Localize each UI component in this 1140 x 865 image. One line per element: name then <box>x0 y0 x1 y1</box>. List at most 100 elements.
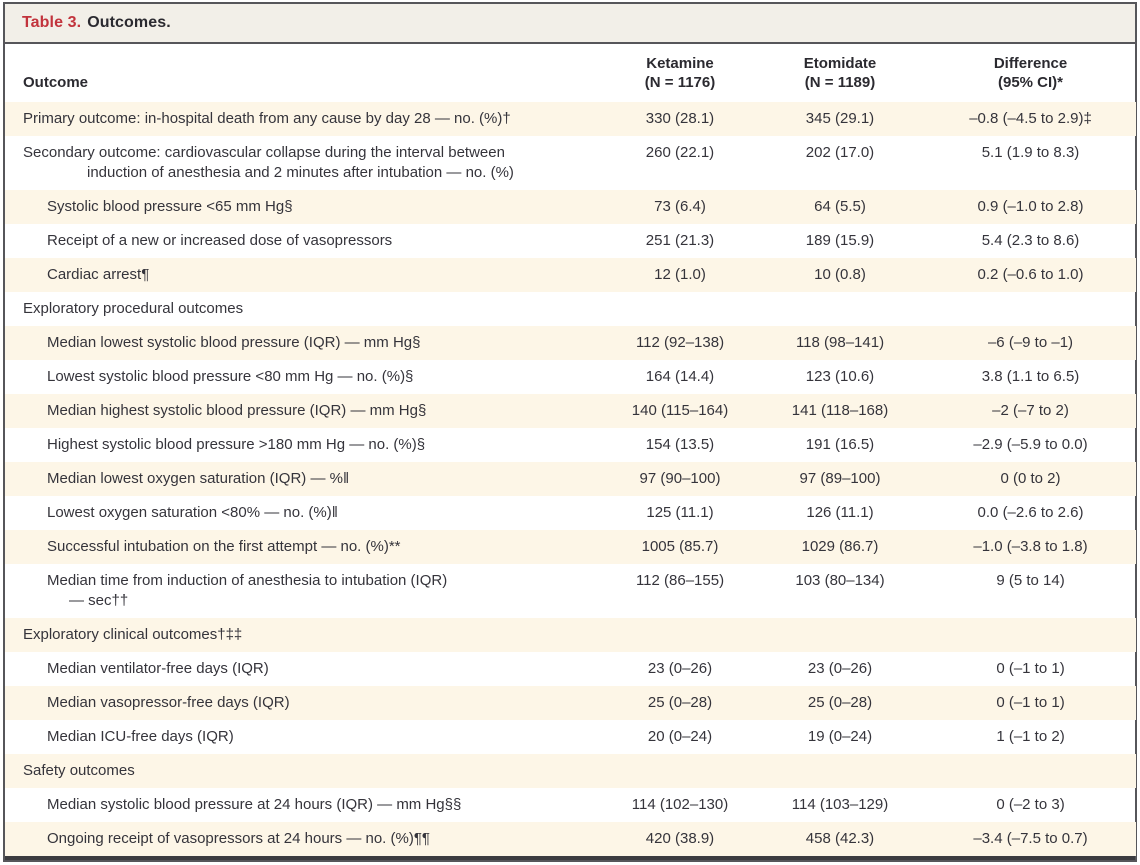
outcome-label: Exploratory procedural outcomes <box>23 300 244 317</box>
table-row: Successful intubation on the first attem… <box>5 530 1136 564</box>
ketamine-value: 260 (22.1) <box>645 144 715 161</box>
outcome-label: Lowest oxygen saturation <80% — no. (%)‖ <box>47 504 338 521</box>
etomidate-value <box>755 754 925 788</box>
table-row: Median highest systolic blood pressure (… <box>5 394 1136 428</box>
etomidate-value: 202 (17.0) <box>805 144 875 161</box>
difference-value: 5.4 (2.3 to 8.6) <box>981 232 1080 249</box>
outcome-label: Median lowest oxygen saturation (IQR) — … <box>47 470 350 487</box>
difference-value: –2 (–7 to 2) <box>992 402 1069 419</box>
ketamine-value: 420 (38.9) <box>645 830 715 847</box>
difference-value: 0.0 (–2.6 to 2.6) <box>977 504 1084 521</box>
etomidate-value: 123 (10.6) <box>805 368 875 385</box>
header-row: Outcome Ketamine (N = 1176) Etomidate (N… <box>5 44 1136 102</box>
ketamine-value: 23 (0–26) <box>647 660 713 677</box>
outcome-label: Receipt of a new or increased dose of va… <box>47 232 393 249</box>
table-row: Median vasopressor-free days (IQR) 25 (0–… <box>5 686 1136 720</box>
etomidate-value: 118 (98–141) <box>795 334 885 351</box>
table-row: Cardiac arrest¶ 12 (1.0) 10 (0.8) 0.2 (–0.6… <box>5 258 1136 292</box>
etomidate-value: 141 (118–168) <box>791 402 889 419</box>
table-title-bar: Table 3. Outcomes. <box>5 4 1135 44</box>
difference-value <box>925 618 1136 652</box>
outcome-label: Median time from induction of anesthesia… <box>47 572 448 609</box>
etomidate-value: 458 (42.3) <box>805 830 875 847</box>
column-header-outcome-label: Outcome <box>23 74 89 91</box>
ketamine-value <box>605 618 755 652</box>
etomidate-value: 25 (0–28) <box>807 694 873 711</box>
outcome-label: Median ICU-free days (IQR) <box>47 728 234 745</box>
etomidate-value: 191 (16.5) <box>805 436 875 453</box>
table-row: Exploratory clinical outcomes†‡‡ <box>5 618 1136 652</box>
column-header-outcome: Outcome <box>5 44 605 102</box>
column-header-etomidate-n: (N = 1189) <box>804 74 876 91</box>
outcome-label: Ongoing receipt of vasopressors at 24 ho… <box>47 830 430 847</box>
difference-value: 3.8 (1.1 to 6.5) <box>981 368 1080 385</box>
outcome-label: Highest systolic blood pressure >180 mm … <box>47 436 426 453</box>
outcomes-table-card: Table 3. Outcomes. Outcome Ketamine (N = … <box>3 2 1137 862</box>
etomidate-value: 64 (5.5) <box>814 198 866 215</box>
difference-value: –2.9 (–5.9 to 0.0) <box>973 436 1088 453</box>
ketamine-value <box>605 754 755 788</box>
ketamine-value <box>605 292 755 326</box>
difference-value <box>925 754 1136 788</box>
table-row: Median lowest systolic blood pressure (I… <box>5 326 1136 360</box>
outcome-label: Median ventilator-free days (IQR) <box>47 660 269 677</box>
etomidate-value: 345 (29.1) <box>805 110 875 127</box>
difference-value: 1 (–1 to 2) <box>996 728 1065 745</box>
outcome-label: Cardiac arrest¶ <box>47 266 150 283</box>
ketamine-value: 12 (1.0) <box>654 266 706 283</box>
table-row: Ongoing receipt of vasopressors at 24 ho… <box>5 822 1136 856</box>
etomidate-value: 103 (80–134) <box>795 572 885 589</box>
ketamine-value: 114 (102–130) <box>631 796 729 813</box>
ketamine-value: 125 (11.1) <box>646 504 714 521</box>
table-body: Primary outcome: in-hospital death from … <box>5 102 1136 856</box>
table-row: Exploratory procedural outcomes <box>5 292 1136 326</box>
table-row: Lowest systolic blood pressure <80 mm Hg… <box>5 360 1136 394</box>
difference-value <box>925 292 1136 326</box>
column-header-etomidate-label: Etomidate <box>803 55 877 72</box>
table-row: Median ventilator-free days (IQR) 23 (0–2… <box>5 652 1136 686</box>
ketamine-value: 97 (90–100) <box>639 470 721 487</box>
difference-value: 0.9 (–1.0 to 2.8) <box>977 198 1084 215</box>
column-header-difference: Difference (95% CI)* <box>925 44 1136 102</box>
table-row: Lowest oxygen saturation <80% — no. (%)‖… <box>5 496 1136 530</box>
outcome-label: Median highest systolic blood pressure (… <box>47 402 427 419</box>
etomidate-value <box>755 618 925 652</box>
table-container: Outcome Ketamine (N = 1176) Etomidate (N… <box>5 44 1136 860</box>
difference-value: –6 (–9 to –1) <box>987 334 1074 351</box>
etomidate-value: 189 (15.9) <box>805 232 875 249</box>
etomidate-value: 23 (0–26) <box>807 660 873 677</box>
difference-value: –1.0 (–3.8 to 1.8) <box>973 538 1088 555</box>
column-header-ketamine-n: (N = 1176) <box>644 74 716 91</box>
ketamine-value: 140 (115–164) <box>631 402 729 419</box>
ketamine-value: 1005 (85.7) <box>641 538 719 555</box>
column-header-ketamine-label: Ketamine <box>646 55 714 72</box>
outcome-label: Primary outcome: in-hospital death from … <box>23 110 511 127</box>
outcome-label: Median vasopressor-free days (IQR) <box>47 694 290 711</box>
ketamine-value: 112 (86–155) <box>635 572 725 589</box>
difference-value: 0.2 (–0.6 to 1.0) <box>977 266 1084 283</box>
difference-value: 5.1 (1.9 to 8.3) <box>981 144 1080 161</box>
outcome-label: Successful intubation on the first attem… <box>47 538 401 555</box>
difference-value: 0 (–1 to 1) <box>996 660 1065 677</box>
etomidate-value: 97 (89–100) <box>799 470 881 487</box>
outcome-label: Secondary outcome: cardiovascular collap… <box>23 144 514 181</box>
etomidate-value: 19 (0–24) <box>807 728 873 745</box>
difference-value: 0 (–2 to 3) <box>996 796 1065 813</box>
column-header-difference-ci: (95% CI)* <box>997 74 1064 91</box>
table-row: Median time from induction of anesthesia… <box>5 564 1136 618</box>
ketamine-value: 164 (14.4) <box>645 368 715 385</box>
table-row: Receipt of a new or increased dose of va… <box>5 224 1136 258</box>
table-row: Median ICU-free days (IQR) 20 (0–24) 19 (0… <box>5 720 1136 754</box>
table-row: Highest systolic blood pressure >180 mm … <box>5 428 1136 462</box>
outcome-label: Exploratory clinical outcomes†‡‡ <box>23 626 243 643</box>
column-header-difference-label: Difference <box>993 55 1068 72</box>
ketamine-value: 20 (0–24) <box>647 728 713 745</box>
table-row: Secondary outcome: cardiovascular collap… <box>5 136 1136 190</box>
etomidate-value: 126 (11.1) <box>806 504 874 521</box>
table-row: Median systolic blood pressure at 24 hou… <box>5 788 1136 822</box>
table-header: Outcome Ketamine (N = 1176) Etomidate (N… <box>5 44 1136 102</box>
table-caption: Outcomes. <box>87 14 171 31</box>
table-row: Systolic blood pressure <65 mm Hg§ 73 (6.… <box>5 190 1136 224</box>
column-header-ketamine: Ketamine (N = 1176) <box>605 44 755 102</box>
etomidate-value <box>755 292 925 326</box>
